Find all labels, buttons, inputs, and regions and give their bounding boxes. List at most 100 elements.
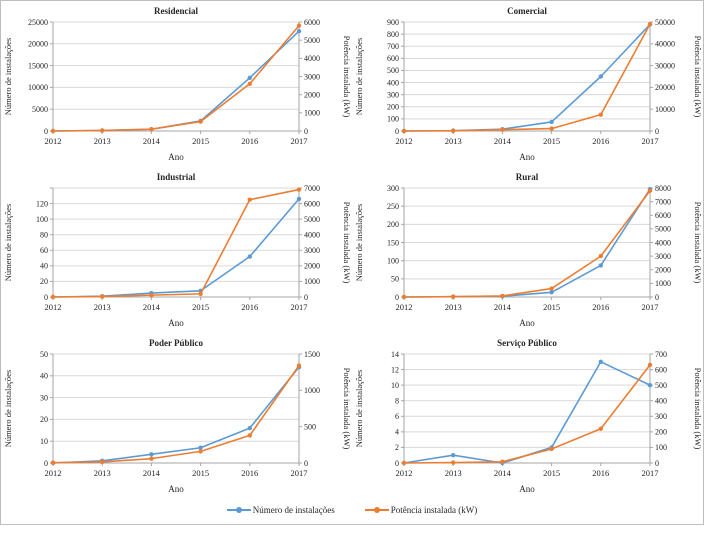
svg-text:2014: 2014	[143, 468, 161, 478]
svg-text:2013: 2013	[94, 136, 111, 146]
right-axis-ticks: 0 500 1000 1500	[299, 350, 320, 468]
chart-canvas-residencial: 0 5000 10000 15000 20000 25000 0 1000 2000 3000 40…	[3, 6, 352, 162]
svg-text:10: 10	[40, 437, 48, 446]
svg-text:80: 80	[40, 231, 48, 240]
svg-text:60: 60	[40, 246, 48, 255]
svg-text:2017: 2017	[291, 468, 308, 478]
series-numero-de-instalacoes	[401, 186, 653, 300]
series-potencia-instalada-kw	[50, 363, 302, 465]
svg-text:2014: 2014	[143, 302, 161, 312]
svg-text:4000: 4000	[655, 238, 671, 247]
svg-text:1000: 1000	[304, 109, 320, 118]
gridlines	[404, 353, 650, 464]
svg-text:4000: 4000	[304, 54, 320, 63]
svg-text:1000: 1000	[304, 386, 320, 395]
svg-text:2017: 2017	[642, 136, 659, 146]
svg-text:7000: 7000	[304, 184, 320, 193]
svg-text:100: 100	[36, 215, 48, 224]
svg-text:3000: 3000	[655, 252, 671, 261]
chart-title: Serviço Público	[497, 338, 557, 348]
svg-text:50: 50	[391, 275, 399, 284]
svg-text:2015: 2015	[192, 302, 209, 312]
svg-text:2014: 2014	[494, 468, 512, 478]
x-axis-title: Ano	[168, 318, 184, 328]
svg-text:200: 200	[655, 428, 667, 437]
svg-text:1000: 1000	[655, 279, 671, 288]
svg-text:300: 300	[387, 90, 399, 99]
legend-item-power: Potência instalada (kW)	[364, 505, 477, 515]
right-axis-title: Potência instalada (kW)	[342, 36, 352, 118]
svg-text:2013: 2013	[94, 302, 111, 312]
svg-text:2014: 2014	[494, 302, 512, 312]
svg-text:300: 300	[655, 412, 667, 421]
svg-text:2016: 2016	[592, 302, 609, 312]
axis-lines	[52, 22, 300, 132]
left-axis-title: Número de instalações	[3, 38, 13, 115]
svg-text:2017: 2017	[642, 302, 659, 312]
svg-text:2015: 2015	[543, 136, 560, 146]
svg-text:2013: 2013	[94, 468, 111, 478]
left-axis-ticks: 0 100 200 300 400 500 600 700 800 900	[387, 18, 404, 136]
line-marker-icon	[226, 507, 251, 513]
svg-text:30: 30	[40, 393, 48, 402]
legend-item-installations: Número de instalações	[226, 505, 335, 515]
chart-canvas-rural: 0501001502002503000100020003000400050006…	[354, 172, 703, 328]
x-axis-ticks: 2012 2013 2014 2015 2016 2017	[396, 297, 659, 312]
series-potencia-instalada-kw	[50, 23, 302, 134]
svg-text:2012: 2012	[45, 468, 62, 478]
svg-text:30000: 30000	[655, 61, 675, 70]
left-axis-ticks: 0 50 100 150 200 250 300	[387, 184, 404, 302]
svg-text:2012: 2012	[45, 302, 62, 312]
left-axis-ticks: 0 20 40 60 80 100 120	[36, 187, 53, 302]
svg-text:200: 200	[387, 220, 399, 229]
svg-text:2015: 2015	[543, 302, 560, 312]
x-axis-ticks: 2012 2013 2014 2015 2016 2017	[45, 463, 308, 478]
series-potencia-instalada-kw	[50, 187, 302, 300]
svg-text:2016: 2016	[241, 468, 258, 478]
svg-text:2016: 2016	[241, 302, 258, 312]
svg-text:6000: 6000	[304, 18, 320, 27]
svg-text:14: 14	[391, 350, 399, 359]
chart-title: Residencial	[154, 6, 198, 16]
svg-text:2: 2	[395, 443, 399, 452]
svg-text:6000: 6000	[304, 199, 320, 208]
x-axis-title: Ano	[168, 152, 184, 162]
right-axis-ticks: 0 1000 2000 3000 4000 5000 6000	[299, 18, 320, 136]
right-axis-title: Potência instalada (kW)	[693, 36, 703, 118]
chart-servico-publico: 0 2 4 6 8 10 12 14 0 100 200 300 400 500 600 700 2012 201…	[352, 335, 703, 501]
svg-text:40000: 40000	[655, 40, 675, 49]
svg-text:0: 0	[304, 127, 308, 136]
right-axis-title: Potência instalada (kW)	[693, 368, 703, 450]
x-axis-title: Ano	[519, 318, 535, 328]
svg-text:0: 0	[395, 127, 399, 136]
svg-text:0: 0	[655, 127, 659, 136]
svg-text:2012: 2012	[45, 136, 62, 146]
chart-residencial: 0 5000 10000 15000 20000 25000 0 1000 2000 3000 40…	[1, 3, 352, 169]
svg-text:120: 120	[36, 199, 48, 208]
svg-text:10000: 10000	[655, 105, 675, 114]
svg-text:2016: 2016	[592, 136, 609, 146]
svg-text:5000: 5000	[304, 215, 320, 224]
series-numero-de-instalacoes	[50, 196, 302, 300]
series-numero-de-instalacoes	[401, 359, 653, 466]
svg-text:25000: 25000	[28, 18, 48, 27]
svg-text:2017: 2017	[642, 468, 659, 478]
svg-text:2012: 2012	[396, 468, 413, 478]
svg-text:600: 600	[387, 54, 399, 63]
svg-text:600: 600	[655, 365, 667, 374]
right-axis-ticks: 0 1000 2000 3000 4000 5000 6000 7000 8000	[650, 184, 671, 302]
svg-text:500: 500	[655, 381, 667, 390]
chart-poder-publico: 0 10 20 30 40 50 0 500 1000 1500 2012 2013 2014 2015 2…	[1, 335, 352, 501]
svg-text:2014: 2014	[494, 136, 512, 146]
svg-text:2012: 2012	[396, 302, 413, 312]
right-axis-title: Potência instalada (kW)	[342, 368, 352, 450]
svg-text:20: 20	[40, 277, 48, 286]
svg-text:2015: 2015	[192, 468, 209, 478]
svg-text:400: 400	[387, 78, 399, 87]
x-axis-title: Ano	[519, 484, 535, 494]
svg-text:2016: 2016	[241, 136, 258, 146]
series-potencia-instalada-kw	[401, 362, 653, 466]
svg-text:10000: 10000	[28, 83, 48, 92]
